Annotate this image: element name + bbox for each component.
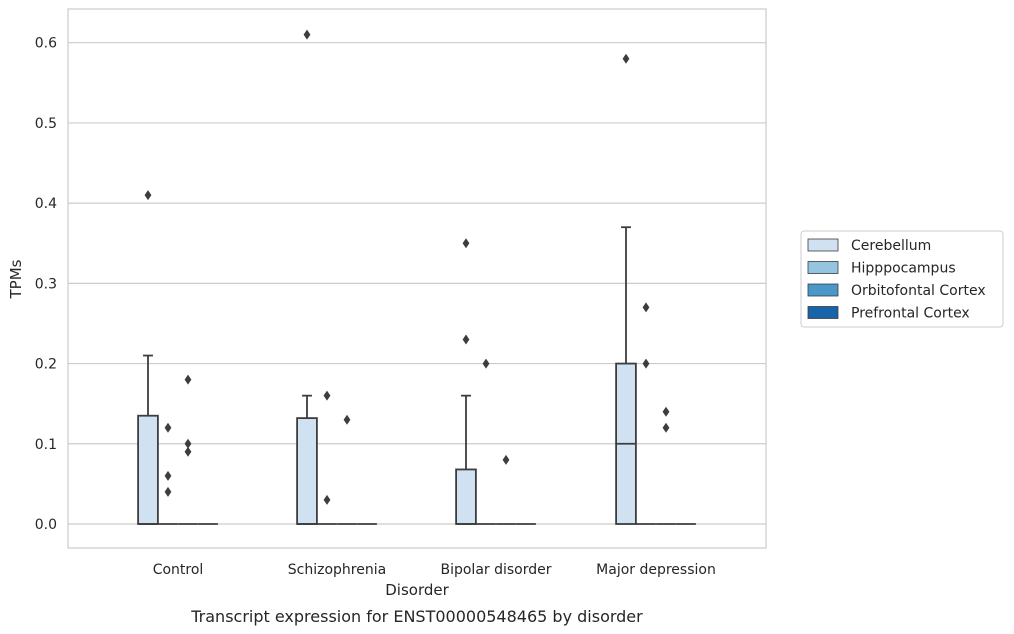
box-orbitofontal-cortex [178, 374, 198, 525]
box-body [137, 414, 159, 525]
x-tick-label: Schizophrenia [288, 562, 386, 578]
y-tick-label: 0.5 [35, 116, 57, 132]
box-cerebellum [455, 238, 477, 525]
outlier-point [164, 470, 172, 481]
outlier-point [164, 422, 172, 433]
y-tick-labels: 0.0 0.1 0.2 0.3 0.4 0.5 0.6 [35, 36, 57, 533]
box-hipppocampus [476, 358, 496, 525]
box-hipppocampus [158, 422, 178, 525]
box-cerebellum [296, 29, 318, 525]
outlier-point [303, 29, 311, 40]
y-tick-label: 0.2 [35, 357, 57, 373]
legend-frame [800, 230, 1004, 328]
box-body [455, 468, 477, 525]
outlier-point [482, 358, 490, 369]
legend-swatch [807, 238, 839, 252]
outlier-point [184, 374, 192, 385]
outlier-point [642, 358, 650, 369]
box-body [296, 417, 318, 525]
y-axis-label: TPMs [7, 259, 25, 299]
outlier-point [462, 334, 470, 345]
outlier-point [164, 486, 172, 497]
legend-label: Orbitofontal Cortex [851, 283, 986, 299]
outlier-point [642, 302, 650, 313]
x-axis-label: Disorder [385, 581, 449, 599]
box-orbitofontal-cortex [496, 454, 516, 525]
outlier-point [184, 446, 192, 457]
legend-swatch [807, 283, 839, 297]
plot-area-frame [67, 8, 767, 549]
outlier-point [184, 438, 192, 449]
legend: Cerebellum Hipppocampus Orbitofontal Corte… [800, 230, 1004, 328]
outlier-point [343, 414, 351, 425]
outlier-point [662, 406, 670, 417]
legend-swatch [807, 306, 839, 319]
y-tick-label: 0.3 [35, 276, 57, 292]
legend-label: Prefrontal Cortex [851, 306, 970, 322]
box-cerebellum [137, 190, 159, 525]
y-tick-label: 0.0 [35, 517, 57, 533]
box-hipppocampus [636, 302, 656, 525]
legend-label: Cerebellum [851, 238, 931, 254]
outlier-point [323, 494, 331, 505]
y-tick-label: 0.6 [35, 36, 57, 52]
legend-label: Hipppocampus [851, 261, 956, 277]
y-tick-label: 0.4 [35, 196, 57, 212]
x-tick-labels: Control Schizophrenia Bipolar disorder Majo… [153, 562, 716, 578]
outlier-point [622, 53, 630, 64]
legend-swatch [807, 261, 839, 274]
y-tick-label: 0.1 [35, 437, 57, 453]
boxes [137, 29, 696, 525]
box-orbitofontal-cortex [656, 406, 676, 525]
grid-lines [68, 42, 766, 525]
outlier-point [323, 390, 331, 401]
outlier-point [462, 238, 470, 249]
outlier-point [144, 190, 152, 201]
x-tick-label: Control [153, 562, 204, 578]
outlier-point [662, 422, 670, 433]
x-tick-label: Major depression [596, 562, 716, 578]
box-orbitofontal-cortex [337, 414, 357, 525]
chart-caption: Transcript expression for ENST0000054846… [190, 607, 643, 626]
x-tick-label: Bipolar disorder [440, 562, 551, 578]
box-cerebellum [615, 53, 637, 525]
outlier-point [502, 454, 510, 465]
box-hipppocampus [317, 390, 337, 525]
